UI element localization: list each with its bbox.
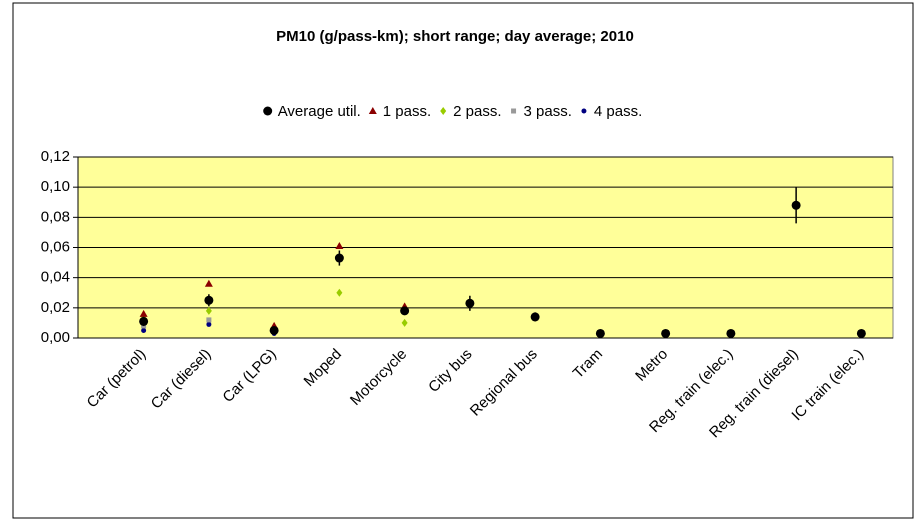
data-point: [205, 306, 212, 315]
legend-label: 3 pass.: [524, 103, 572, 120]
data-point: [139, 316, 149, 326]
y-tick-label: 0,08: [41, 208, 70, 225]
y-tick-label: 0,04: [41, 269, 70, 286]
data-point: [465, 298, 475, 308]
data-point: [400, 306, 410, 316]
data-point: [206, 317, 212, 323]
y-tick-label: 0,12: [41, 148, 70, 165]
data-point: [204, 279, 213, 287]
legend-marker: [368, 107, 377, 114]
data-point: [139, 309, 148, 317]
legend-label: 2 pass.: [453, 103, 501, 120]
legend-label: Average util.: [278, 103, 361, 120]
data-point: [530, 312, 540, 322]
y-tick-label: 0,02: [41, 299, 70, 316]
legend-marker: [511, 108, 517, 114]
y-tick-label: 0,10: [41, 178, 70, 195]
data-point: [791, 200, 801, 210]
legend-marker: [263, 106, 273, 116]
data-point: [334, 253, 344, 263]
data-point: [141, 327, 147, 333]
chart-title: PM10 (g/pass-km); short range; day avera…: [276, 28, 634, 45]
data-point: [401, 318, 408, 327]
data-point: [595, 328, 605, 338]
y-tick-label: 0,06: [41, 238, 70, 255]
y-tick-label: 0,00: [41, 329, 70, 346]
legend-label: 1 pass.: [383, 103, 431, 120]
data-point: [269, 325, 279, 335]
data-point: [206, 321, 212, 327]
data-point: [856, 328, 866, 338]
data-point: [336, 288, 343, 297]
legend-label: 4 pass.: [594, 103, 642, 120]
data-point: [661, 328, 671, 338]
data-point: [335, 241, 344, 249]
legend-marker: [440, 107, 447, 115]
data-point: [204, 295, 214, 305]
data-point: [726, 328, 736, 338]
legend-marker: [581, 108, 587, 114]
